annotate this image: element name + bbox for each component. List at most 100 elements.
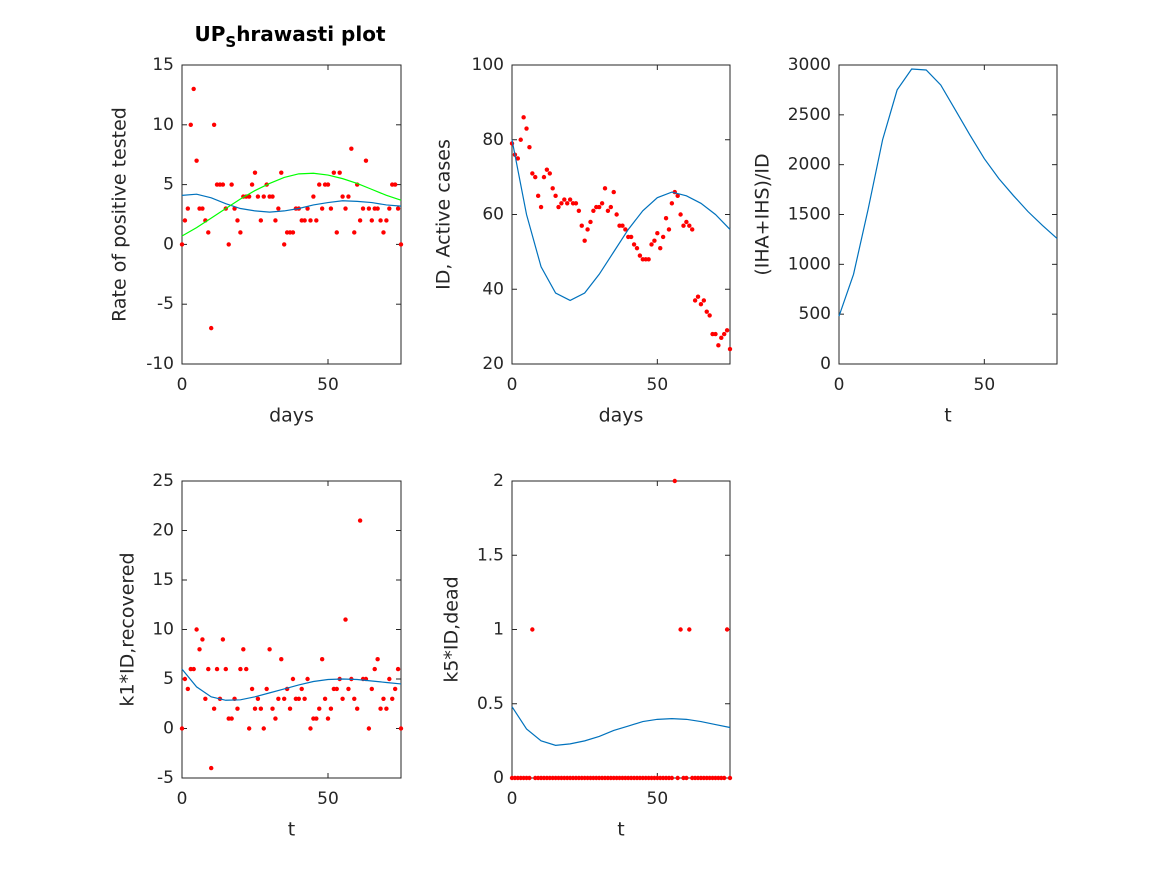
data-point [305,206,310,211]
data-point [179,726,185,731]
data-point [692,298,698,303]
y-tick-label: 40 [482,279,504,299]
data-point [182,676,188,682]
data-point [366,726,372,731]
data-point [191,86,196,92]
data-point [363,158,369,163]
data-point [602,186,608,191]
data-point [544,167,550,172]
data-point [567,197,573,202]
data-point [660,234,666,240]
data-point [319,657,325,662]
data-point [223,666,228,672]
subplot: 0 0.5 1 1.5 2 0 50 t k5*ID,dead [441,471,733,841]
data-point [559,201,564,206]
data-point [325,716,331,721]
y-tick-label: 5 [163,669,174,689]
y-tick-label: 2500 [788,105,831,125]
y-tick-label: 20 [482,354,504,374]
y-tick-label: 60 [482,205,504,225]
data-point [727,775,733,781]
data-point [249,686,255,692]
data-point [334,230,339,235]
y-tick-label: 25 [152,471,174,491]
data-point [343,617,348,622]
data-point [282,696,287,701]
data-point [241,647,246,652]
data-point [556,204,561,210]
data-point [360,206,366,211]
data-point [203,696,208,701]
data-point [538,204,544,210]
data-point [331,170,337,175]
y-tick-label: 20 [152,521,174,541]
x-tick-label: 50 [317,375,339,395]
data-point [378,706,383,711]
y-tick-label: 0.5 [477,694,504,714]
data-point [395,206,401,211]
data-point [608,204,614,210]
data-point [378,218,383,223]
data-point [599,201,605,206]
chart-title: UPShrawasti plot [194,22,385,51]
y-axis-label: ID, Active cases [433,139,455,290]
y-axis-label: k5*ID,dead [441,576,463,682]
data-point [299,686,304,692]
data-point [724,328,730,333]
data-point [308,218,313,223]
data-point [515,156,521,161]
data-point [317,182,322,187]
x-tick-label: 0 [507,375,518,395]
data-point [535,193,541,199]
y-tick-label: 1500 [788,205,831,225]
data-point [704,309,709,314]
data-point [319,206,325,211]
data-point [384,218,389,223]
data-point [576,208,582,213]
y-tick-label: 0 [163,719,174,739]
y-tick-label: -5 [157,294,174,314]
data-point [530,627,535,632]
y-tick-label: 1000 [788,254,831,274]
data-line [181,193,402,213]
data-point [631,242,637,247]
y-tick-label: 10 [152,620,174,640]
data-point [325,182,331,187]
y-tick-label: -10 [146,354,174,374]
data-point [547,171,552,176]
data-point [707,313,712,318]
x-tick-label: 0 [507,789,518,809]
data-point [352,696,357,701]
data-point [343,206,348,211]
data-point [226,242,231,247]
y-axis-label: Rate of positive tested [109,107,131,322]
data-point [372,666,377,672]
data-point [387,676,392,682]
data-point [244,666,249,672]
data-point [179,242,185,247]
data-point [369,686,374,692]
data-point [258,218,264,223]
data-point [194,627,199,632]
x-axis-label: days [269,405,314,427]
data-point [267,647,272,652]
data-point [724,627,730,632]
data-point [541,174,547,180]
data-point [220,637,226,642]
x-axis-label: days [599,405,644,427]
y-tick-label: 2000 [788,155,831,175]
data-point [246,194,252,199]
data-point [264,686,269,692]
data-point [678,212,683,217]
data-point [369,218,374,223]
data-point [527,145,532,150]
data-line [181,668,402,701]
data-point [721,775,727,781]
data-point [249,182,255,187]
data-point [591,208,596,213]
title-subscript: S [225,33,236,51]
data-point [684,775,689,781]
